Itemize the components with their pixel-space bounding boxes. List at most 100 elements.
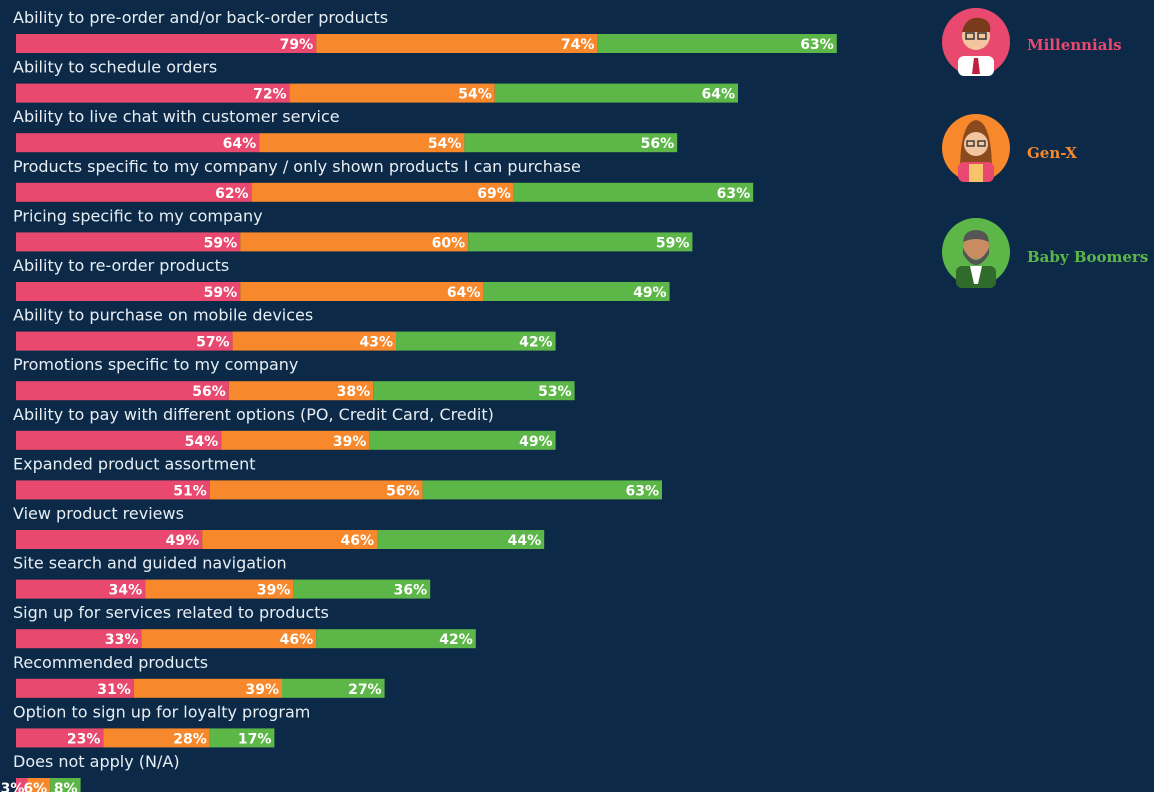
bar-segment [422,480,662,500]
value-label: 74% [561,37,595,53]
value-label: 59% [204,235,238,251]
bar-segment [50,778,81,792]
category-label: Sign up for services related to products [13,603,329,622]
avatar-millennials [942,8,1010,76]
value-label: 33% [105,632,139,648]
value-label: 49% [519,434,553,450]
value-label: 54% [185,434,219,450]
bar-segment [464,133,678,153]
bar-segment [316,34,598,53]
bar-segment [240,282,484,301]
category-label: View product reviews [13,504,184,523]
bar-segment [16,480,210,500]
bar-segment [16,530,203,549]
value-label: 64% [223,136,257,152]
value-label: 69% [477,186,511,202]
category-label: Does not apply (N/A) [13,752,180,771]
category-label: Site search and guided navigation [13,554,287,573]
value-label: 39% [333,434,367,450]
value-label: 6% [23,781,47,792]
value-label: 54% [428,136,462,152]
bar-segment [27,778,51,792]
bar-segment [251,182,514,202]
bar-segment [396,331,556,351]
bar-segment [16,232,241,252]
bar-segment [209,728,275,748]
value-label: 3% [1,781,25,792]
value-label: 79% [280,37,314,53]
value-label: 54% [458,87,492,103]
value-label: 56% [641,136,675,152]
value-label: 59% [656,235,690,251]
bar-segment [494,83,738,103]
value-label: 34% [109,583,143,599]
value-label: 64% [447,285,481,301]
value-label: 38% [337,384,371,400]
value-label: 62% [215,186,249,202]
value-label: 44% [508,533,542,549]
bar-segment [513,182,754,202]
bar-segment [145,579,294,599]
legend-label: Gen-X [1027,144,1077,162]
category-label: Ability to pay with different options (P… [13,405,494,424]
bar-segment [369,430,556,450]
bar-segment [209,480,423,500]
value-label: 63% [800,37,834,53]
bar-segment [16,430,222,450]
value-label: 64% [701,87,735,103]
bar-segment [377,530,545,549]
value-label: 42% [519,335,553,351]
category-label: Ability to schedule orders [13,58,217,77]
value-label: 27% [348,682,382,698]
value-label: 39% [245,682,279,698]
category-label: Expanded product assortment [13,454,256,473]
bar-segment [240,232,469,252]
value-label: 60% [432,235,466,251]
bar-segment [103,728,210,748]
avatar-gen-x [942,114,1010,182]
category-label: Ability to live chat with customer servi… [13,107,340,126]
bar-segment [16,678,134,698]
value-label: 28% [173,731,207,747]
value-label: 49% [166,533,200,549]
value-label: 63% [625,483,659,499]
bar-segment [16,629,142,649]
legend-label: Millennials [1027,36,1122,54]
bar-segment [202,530,377,549]
bar-segment [133,678,282,698]
bar-segment [16,133,260,153]
value-label: 59% [204,285,238,301]
value-label: 43% [359,335,393,351]
bar-segment [282,678,385,698]
bar-segment [221,430,370,450]
bar-segment [468,232,693,252]
category-label: Ability to purchase on mobile devices [13,306,313,325]
value-label: 56% [386,483,420,499]
bar-segment [597,34,837,53]
bar-segment [483,282,670,301]
category-label: Pricing specific to my company [13,206,263,225]
avatar-baby-boomers [942,218,1010,288]
bar-segment [16,282,241,301]
bar-segment [232,331,396,351]
bar-segment [289,83,495,103]
value-label: 36% [394,583,428,599]
value-label: 17% [238,731,272,747]
value-label: 46% [340,533,374,549]
category-label: Promotions specific to my company [13,355,298,374]
value-label: 46% [280,632,314,648]
value-label: 53% [538,384,572,400]
value-label: 72% [253,87,287,103]
value-label: 23% [67,731,101,747]
bar-segment [259,133,465,153]
value-label: 56% [192,384,226,400]
value-label: 51% [173,483,207,499]
bar-segment [293,579,431,599]
value-label: 49% [633,285,667,301]
bar-segment [16,83,290,103]
value-label: 31% [97,682,131,698]
value-label: 57% [196,335,230,351]
bar-segment [373,381,575,401]
category-label: Ability to pre-order and/or back-order p… [13,8,388,27]
